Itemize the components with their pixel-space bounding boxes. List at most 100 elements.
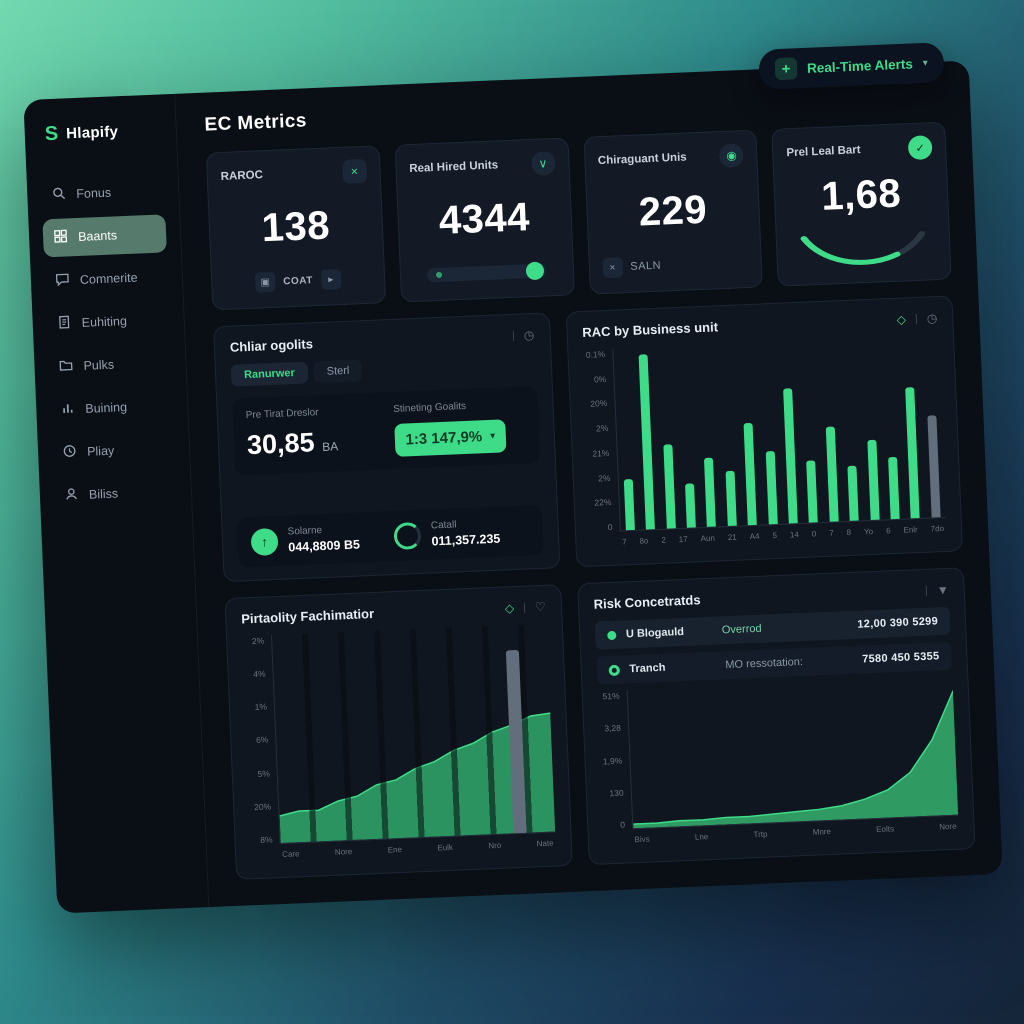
toggle-slider[interactable] <box>426 261 547 283</box>
filter-icon[interactable]: ▼ <box>936 582 949 597</box>
chart-bar <box>927 415 941 518</box>
tab-ranurwer[interactable]: Ranurwer <box>230 361 309 387</box>
tick-label: Lne <box>694 831 709 842</box>
sidebar-item-baants[interactable]: Baants <box>42 214 167 258</box>
check-badge-icon[interactable]: ✓ <box>907 135 933 161</box>
chevron-down-icon: ▾ <box>922 57 929 69</box>
chart-bar <box>847 466 859 521</box>
tick-label: 5 <box>772 530 778 540</box>
sidebar-item-pulks[interactable]: Pulks <box>48 343 172 386</box>
clock-icon[interactable]: ◷ <box>926 310 938 326</box>
rac-bar-chart: 0.1% 0% 20% 2% 21% 2% 22% 0 7 8o 2 17 Aun 21 A4 5 14 0 7 8… <box>583 335 947 553</box>
chart-bar <box>888 457 900 520</box>
goals-panel: Chliar ogolits | ◷ Ranurwer Sterl Pre Ti… <box>213 312 561 583</box>
tick-label: 22% <box>594 497 612 508</box>
tick-label: 7do <box>930 523 945 534</box>
units-badge-icon[interactable]: ∨ <box>530 150 556 176</box>
tick-label: A4 <box>749 531 760 541</box>
sidebar-item-comnerite[interactable]: Comnerite <box>44 257 168 300</box>
sidebar-item-label: Euhiting <box>81 314 128 330</box>
y-axis: 0.1% 0% 20% 2% 21% 2% 22% 0 <box>583 349 613 553</box>
square-button-icon[interactable]: ▣ <box>254 271 276 293</box>
tick-label: 21% <box>592 447 610 459</box>
risk-area-chart: 51% 3,28 1,9% 130 0 Bivs Lne Trtp Mnre Eolts Nore <box>597 676 959 851</box>
diamond-icon[interactable]: ◇ <box>504 600 515 615</box>
goal-dropdown-value: 1:3 147,9% <box>405 428 483 449</box>
divider: | <box>522 601 527 614</box>
field-label: Pre Tirat Dreslor <box>245 407 319 422</box>
dashboard-panel: S Hlapify Fonus Baants Comnerite Euhitin… <box>23 60 1003 914</box>
target-badge-icon[interactable]: ◉ <box>719 143 745 169</box>
tick-label: 14 <box>789 529 799 539</box>
tick-label: Eolts <box>875 823 895 834</box>
tick-label: 130 <box>609 787 624 798</box>
tick-label: Nore <box>939 821 957 831</box>
alerts-button-label: Real-Time Alerts <box>806 55 914 76</box>
tick-label: 2% <box>251 635 265 647</box>
status-ring-icon <box>608 664 620 676</box>
sidebar-item-pliay[interactable]: Pliay <box>51 429 175 472</box>
clock-icon[interactable]: ◷ <box>523 327 535 342</box>
tick-label: 0% <box>593 373 607 385</box>
rac-panel: RAC by Business unit ◇ | ◷ 0.1% 0% 20% 2% 21… <box>565 295 964 568</box>
sidebar-item-biliss[interactable]: Biliss <box>53 472 177 515</box>
tick-label: Aun <box>700 533 716 543</box>
logo[interactable]: S Hlapify <box>38 118 162 146</box>
sidebar-item-fonus[interactable]: Fonus <box>41 171 165 214</box>
tick-label: 2% <box>595 423 609 434</box>
tick-label: Bivs <box>634 834 650 844</box>
sidebar-item-label: Baants <box>77 228 118 244</box>
stat-label: Catall <box>430 519 457 532</box>
gauge-arc <box>800 231 926 265</box>
clock-icon <box>62 443 78 462</box>
tick-label: 8o <box>639 535 649 546</box>
tick-label: 7 <box>621 536 627 546</box>
tick-label: 0 <box>619 819 626 830</box>
divider: | <box>924 584 929 597</box>
arrow-button-icon[interactable]: ▸ <box>320 269 342 290</box>
bars <box>611 335 946 532</box>
sidebar-item-buining[interactable]: Buining <box>50 386 174 429</box>
kpi-value: 1,68 <box>820 171 902 219</box>
search-icon <box>51 185 67 204</box>
chart-bar <box>662 444 676 529</box>
tick-label: Nro <box>488 840 502 850</box>
diamond-icon[interactable]: ◇ <box>896 311 907 327</box>
sidebar-item-label: Pliay <box>86 443 115 459</box>
real-time-alerts-button[interactable]: + Real-Time Alerts ▾ <box>758 42 945 90</box>
chart-bar <box>725 471 737 527</box>
chart-bar <box>866 439 880 521</box>
kpi-card-real-hired-units: Real Hired Units ∨ 4344 <box>394 137 575 303</box>
tick-label: 4% <box>253 668 266 680</box>
risk-row-value: 12,00 390 5299 <box>857 615 939 631</box>
goals-tabs: Ranurwer Sterl <box>230 352 536 387</box>
divider: | <box>511 329 516 342</box>
logo-text: Hlapify <box>65 123 119 143</box>
sidebar-item-euhiting[interactable]: Euhiting <box>46 300 170 343</box>
plot-area <box>270 623 556 845</box>
heart-icon[interactable]: ♡ <box>534 599 547 614</box>
goals-stats: ↑ Solarne 044,8809 B5 Catall 011,357.235 <box>237 504 544 568</box>
sidebar-item-label: Fonus <box>76 185 112 202</box>
tick-label: 8% <box>260 834 273 845</box>
panel-title: Pirtaolity Fachimatior <box>240 605 375 627</box>
slider-knob[interactable] <box>525 261 545 281</box>
close-icon[interactable]: × <box>601 257 623 279</box>
chat-icon <box>55 271 71 290</box>
tab-sterl[interactable]: Sterl <box>313 359 363 384</box>
scissors-badge-icon[interactable]: × <box>341 158 367 184</box>
status-dot-icon <box>606 630 617 640</box>
tick-label: Trtp <box>753 829 768 839</box>
logo-icon: S <box>44 122 59 146</box>
tick-label: 21 <box>727 532 737 542</box>
main-content: EC Metrics RAROC × 138 ▣ COAT ▸ <box>175 61 1002 908</box>
goal-dropdown[interactable]: 1:3 147,9% ▾ <box>393 419 507 457</box>
kpi-sub-label: SALN <box>630 259 662 273</box>
chart-bar <box>905 387 921 519</box>
tick-label: 3,28 <box>604 722 622 734</box>
bar-chart-icon <box>60 400 76 419</box>
sidebar-item-label: Buining <box>85 400 128 416</box>
tick-label: Nore <box>334 846 353 857</box>
tick-label: 1,9% <box>602 755 623 766</box>
